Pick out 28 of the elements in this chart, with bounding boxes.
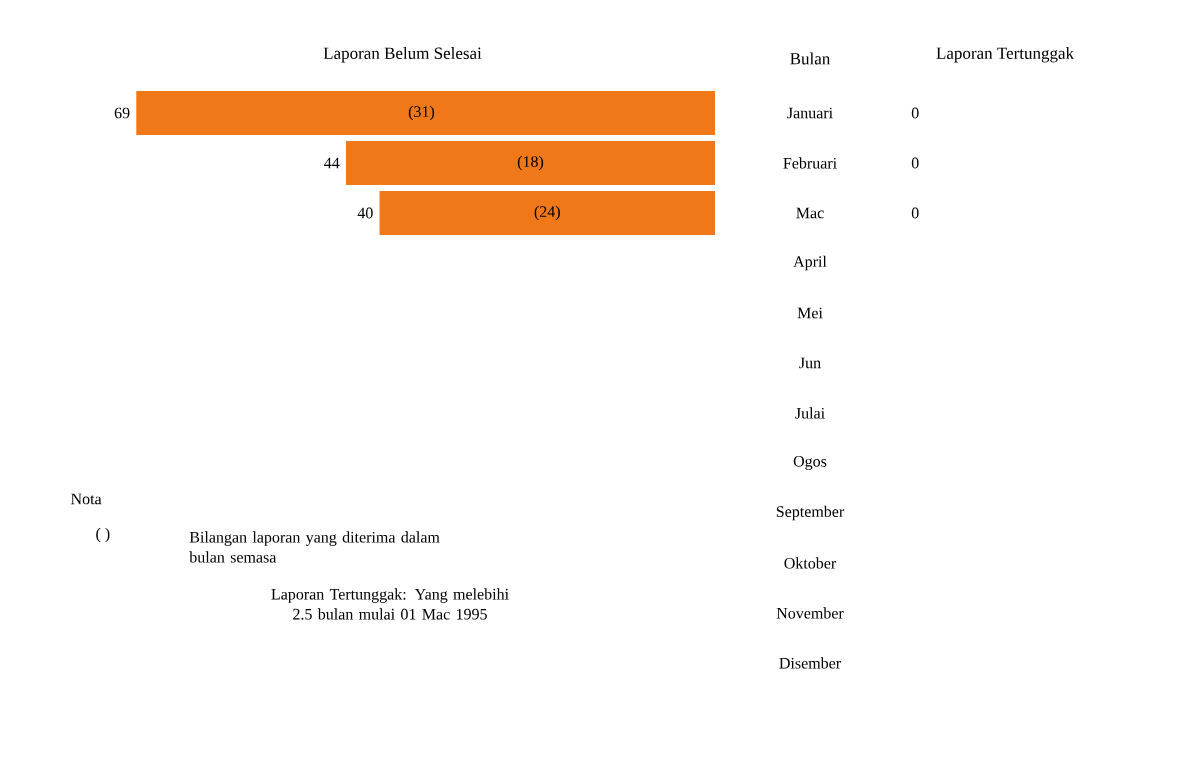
y-tick-label: Januari [787,107,833,119]
y-tick-label: Julai [795,407,825,419]
y-tick-label: April [793,255,827,271]
data-label: 0 [911,157,919,169]
y-tick-label: Oktober [784,557,837,569]
y-tick-label: Februari [783,157,837,169]
text: ( ) [96,527,110,543]
y-tick-label: September [776,505,845,521]
y-tick-label: Jun [799,357,821,369]
annotation: (18) [517,155,544,171]
data-label: 0 [911,107,919,119]
y-tick-label: Mei [797,307,823,319]
data-label: 40 [357,207,373,219]
y-tick-label: Disember [779,657,841,669]
y-tick-label: November [776,607,844,619]
annotation: Laporan Tertunggak: Yang melebihi 2.5 bulan mulai 01 Mac 1995 [271,588,509,620]
y-tick-label: Mac [796,207,824,219]
annotation: (24) [534,205,560,221]
annotation: (31) [408,105,435,121]
data-label: 0 [911,207,919,219]
y-axis-title: Bulan [790,52,831,65]
text: Laporan Tertunggak [936,47,1075,63]
data-label: 69 [114,107,130,119]
data-label: 44 [324,157,340,169]
y-tick-label: Ogos [793,455,827,471]
annotation: Bilangan laporan yang diterima dalam bulan semasa [189,531,440,563]
chart-title: Laporan Belum Selesai [323,47,482,63]
text: Nota [70,493,102,505]
